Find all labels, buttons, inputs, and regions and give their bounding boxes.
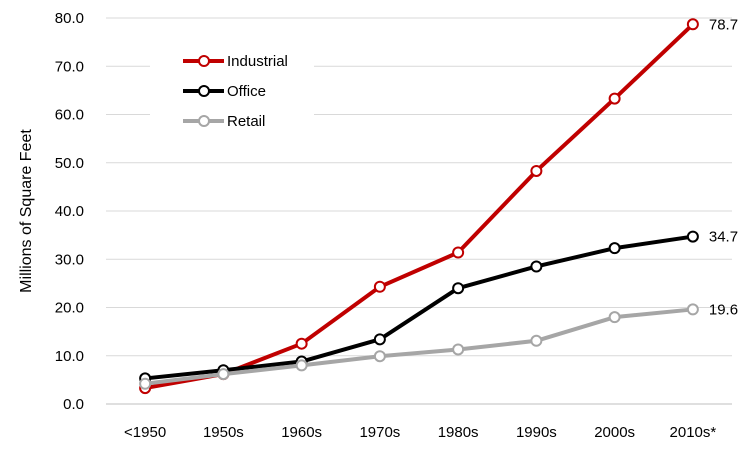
office-point bbox=[530, 260, 543, 273]
office-end-label: 34.7 bbox=[709, 229, 738, 246]
retail-point bbox=[295, 359, 308, 372]
office-point bbox=[608, 242, 621, 255]
industrial-point bbox=[295, 337, 308, 350]
retail-point bbox=[530, 334, 543, 347]
legend-swatch-marker bbox=[198, 85, 210, 97]
y-axis-title: Millions of Square Feet bbox=[18, 129, 35, 293]
retail-point bbox=[608, 311, 621, 324]
y-tick-label: 0.0 bbox=[63, 396, 84, 413]
x-axis-tick-labels: <1950 1950s 1960s 1970s 1980s 1990s 2000s 2010s… bbox=[124, 424, 716, 441]
office-point bbox=[373, 333, 386, 346]
y-tick-label: 10.0 bbox=[55, 348, 84, 365]
legend-swatch-marker bbox=[198, 115, 210, 127]
y-axis-tick-labels: 0.0 10.0 20.0 30.0 40.0 50.0 60.0 70.0 80.0 bbox=[55, 10, 84, 413]
legend-label: Retail bbox=[227, 113, 265, 130]
retail-line bbox=[143, 307, 695, 386]
industrial-point bbox=[452, 246, 465, 259]
y-tick-label: 60.0 bbox=[55, 107, 84, 124]
industrial-end-label: 78.7 bbox=[709, 16, 738, 33]
legend: Industrial Office Retail bbox=[150, 44, 314, 140]
retail-point bbox=[139, 377, 152, 390]
x-tick-label: 2000s bbox=[594, 424, 635, 441]
x-tick-label: 1970s bbox=[359, 424, 400, 441]
legend-item-retail: Retail bbox=[183, 113, 265, 130]
retail-point bbox=[217, 368, 230, 381]
legend-item-industrial: Industrial bbox=[183, 53, 288, 70]
retail-end-label: 19.6 bbox=[709, 301, 738, 318]
y-tick-label: 50.0 bbox=[55, 155, 84, 172]
legend-swatch-marker bbox=[198, 55, 210, 67]
x-tick-label: 1960s bbox=[281, 424, 322, 441]
office-point bbox=[452, 282, 465, 295]
x-tick-label: <1950 bbox=[124, 424, 166, 441]
y-tick-label: 80.0 bbox=[55, 10, 84, 27]
industrial-point bbox=[530, 164, 543, 177]
series-layer bbox=[139, 18, 699, 395]
x-tick-label: 1980s bbox=[438, 424, 479, 441]
y-tick-label: 30.0 bbox=[55, 251, 84, 268]
legend-label: Office bbox=[227, 83, 266, 100]
office-line bbox=[143, 234, 695, 381]
end-labels: 78.7 34.7 19.6 bbox=[709, 16, 738, 318]
x-tick-label: 1950s bbox=[203, 424, 244, 441]
legend-background bbox=[150, 44, 314, 140]
y-tick-label: 20.0 bbox=[55, 300, 84, 317]
series-retail bbox=[139, 303, 699, 390]
legend-label: Industrial bbox=[227, 53, 288, 70]
industrial-point bbox=[373, 280, 386, 293]
legend-item-office: Office bbox=[183, 83, 266, 100]
retail-point bbox=[452, 343, 465, 356]
x-tick-label: 1990s bbox=[516, 424, 557, 441]
industrial-point bbox=[686, 18, 699, 31]
y-tick-label: 70.0 bbox=[55, 58, 84, 75]
x-tick-label: 2010s* bbox=[670, 424, 717, 441]
retail-point bbox=[686, 303, 699, 316]
retail-point bbox=[373, 350, 386, 363]
y-tick-label: 40.0 bbox=[55, 203, 84, 220]
industrial-point bbox=[608, 92, 621, 105]
office-point bbox=[686, 230, 699, 243]
